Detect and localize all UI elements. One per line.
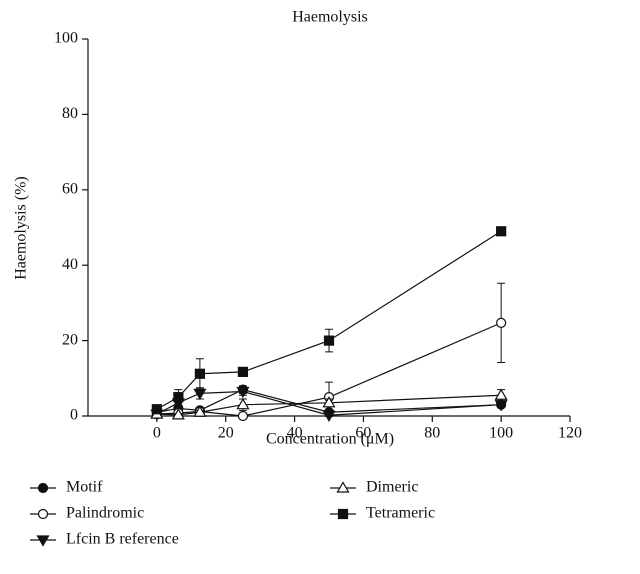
y-tick-label: 20: [62, 331, 78, 348]
marker: [193, 388, 207, 401]
legend-marker: [37, 508, 49, 520]
x-tick-label: 80: [424, 425, 440, 442]
marker: [194, 368, 205, 379]
legend-marker: [36, 535, 50, 547]
marker: [171, 408, 185, 420]
y-tick-label: 100: [54, 30, 78, 47]
x-tick-label: 20: [218, 425, 234, 442]
legend-marker: [336, 481, 350, 493]
marker: [193, 405, 207, 417]
marker: [173, 392, 184, 403]
marker: [236, 386, 250, 399]
x-tick-label: 120: [558, 425, 582, 442]
marker: [322, 396, 336, 408]
marker: [237, 410, 249, 422]
x-tick-label: 0: [153, 425, 161, 442]
legend-marker: [337, 508, 349, 520]
marker: [496, 226, 507, 237]
legend-label: Lfcin B reference: [66, 531, 179, 548]
legend-label: Palindromic: [66, 505, 144, 522]
y-tick-label: 80: [62, 105, 78, 122]
marker: [496, 317, 507, 328]
y-axis-label: Haemolysis (%): [13, 176, 30, 280]
y-tick-label: 0: [70, 407, 78, 424]
x-tick-label: 40: [287, 425, 303, 442]
marker: [494, 388, 508, 400]
marker: [237, 366, 249, 377]
chart-title: Haemolysis: [292, 9, 368, 26]
x-axis-label: Concentration (μM): [266, 431, 394, 448]
marker: [323, 335, 335, 346]
legend-label: Tetrameric: [366, 505, 435, 522]
legend-marker: [37, 482, 49, 494]
marker: [322, 410, 336, 422]
marker: [236, 397, 250, 410]
marker: [151, 404, 162, 415]
y-tick-label: 40: [62, 256, 78, 273]
y-tick-label: 60: [62, 180, 78, 197]
x-tick-label: 60: [355, 425, 371, 442]
x-tick-label: 100: [489, 425, 513, 442]
legend-label: Motif: [66, 479, 103, 496]
legend-label: Dimeric: [366, 479, 418, 496]
